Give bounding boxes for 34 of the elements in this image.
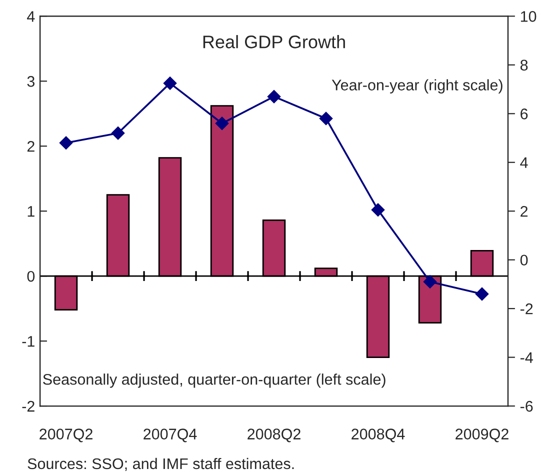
x-tick-label: 2008Q4: [352, 428, 405, 442]
point: [475, 287, 489, 301]
y-tick-label: -2: [22, 400, 34, 412]
annotation: Seasonally adjusted, quarter-on-quarter (left scale): [43, 374, 386, 388]
text: Real GDP Growth: [203, 35, 345, 48]
y-tick-label: 0: [27, 270, 35, 282]
point: [423, 275, 437, 288]
point: [59, 136, 73, 150]
y-tick-label: 2: [27, 141, 34, 152]
point: [163, 76, 177, 90]
y2-tick-label: 6: [520, 108, 528, 120]
point: [371, 203, 385, 216]
y2-tick-label: 2: [520, 206, 528, 217]
y-tick-label: 1: [28, 206, 34, 217]
y2-tick-label: -4: [520, 352, 533, 363]
x-tick-label: 2007Q4: [144, 428, 197, 442]
y-tick-label: -1: [22, 336, 34, 347]
y2-tick-label: 0: [520, 254, 528, 266]
y2-tick-label: -2: [520, 303, 533, 314]
point: [215, 116, 229, 130]
y-tick-label: 4: [27, 11, 35, 22]
y2-tick-label: -6: [520, 400, 533, 412]
point: [111, 126, 125, 140]
x-tick-label: 2008Q2: [248, 428, 300, 442]
point: [267, 90, 281, 104]
x-tick-label: 2007Q2: [40, 428, 92, 442]
y2-tick-label: 10: [520, 11, 536, 22]
point: [319, 112, 333, 126]
source-note: Sources: SSO; and IMF staff estimates.: [28, 458, 294, 471]
annotation: Year-on-year (right scale): [332, 79, 502, 94]
y-tick-label: 3: [27, 76, 34, 87]
y2-tick-label: 4: [520, 157, 528, 168]
y2-tick-label: 8: [520, 60, 528, 71]
x-tick-label: 2009Q2: [456, 428, 508, 442]
